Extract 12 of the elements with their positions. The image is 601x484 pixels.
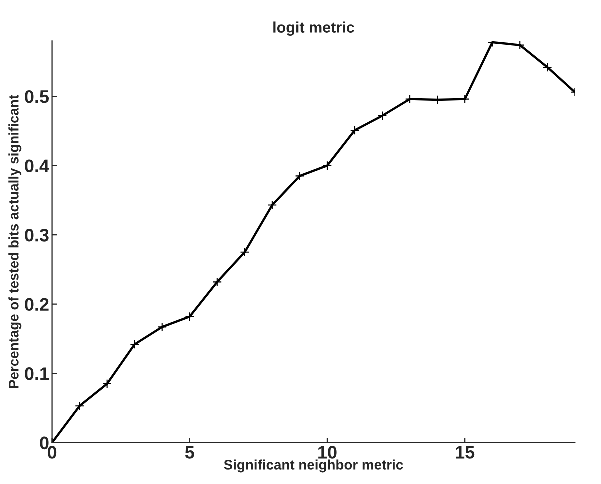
chart-title: logit metric [274,22,354,36]
y-tick-label: 0.1 [25,368,50,380]
x-tick-label: 5 [185,446,194,459]
y-tick-label: 0.5 [25,90,50,104]
x-tick-label: 10 [318,446,337,459]
y-tick-label: 0.4 [25,160,50,173]
y-axis-title: Percentage of tested bits actually significant [8,95,22,388]
y-tick-label: 0.3 [25,229,49,242]
y-tick-label: 0 [40,436,49,450]
x-tick-label: 15 [456,446,475,459]
y-tick-label: 0.2 [25,298,49,312]
x-axis-title: Significant neighbor metric [224,460,404,473]
